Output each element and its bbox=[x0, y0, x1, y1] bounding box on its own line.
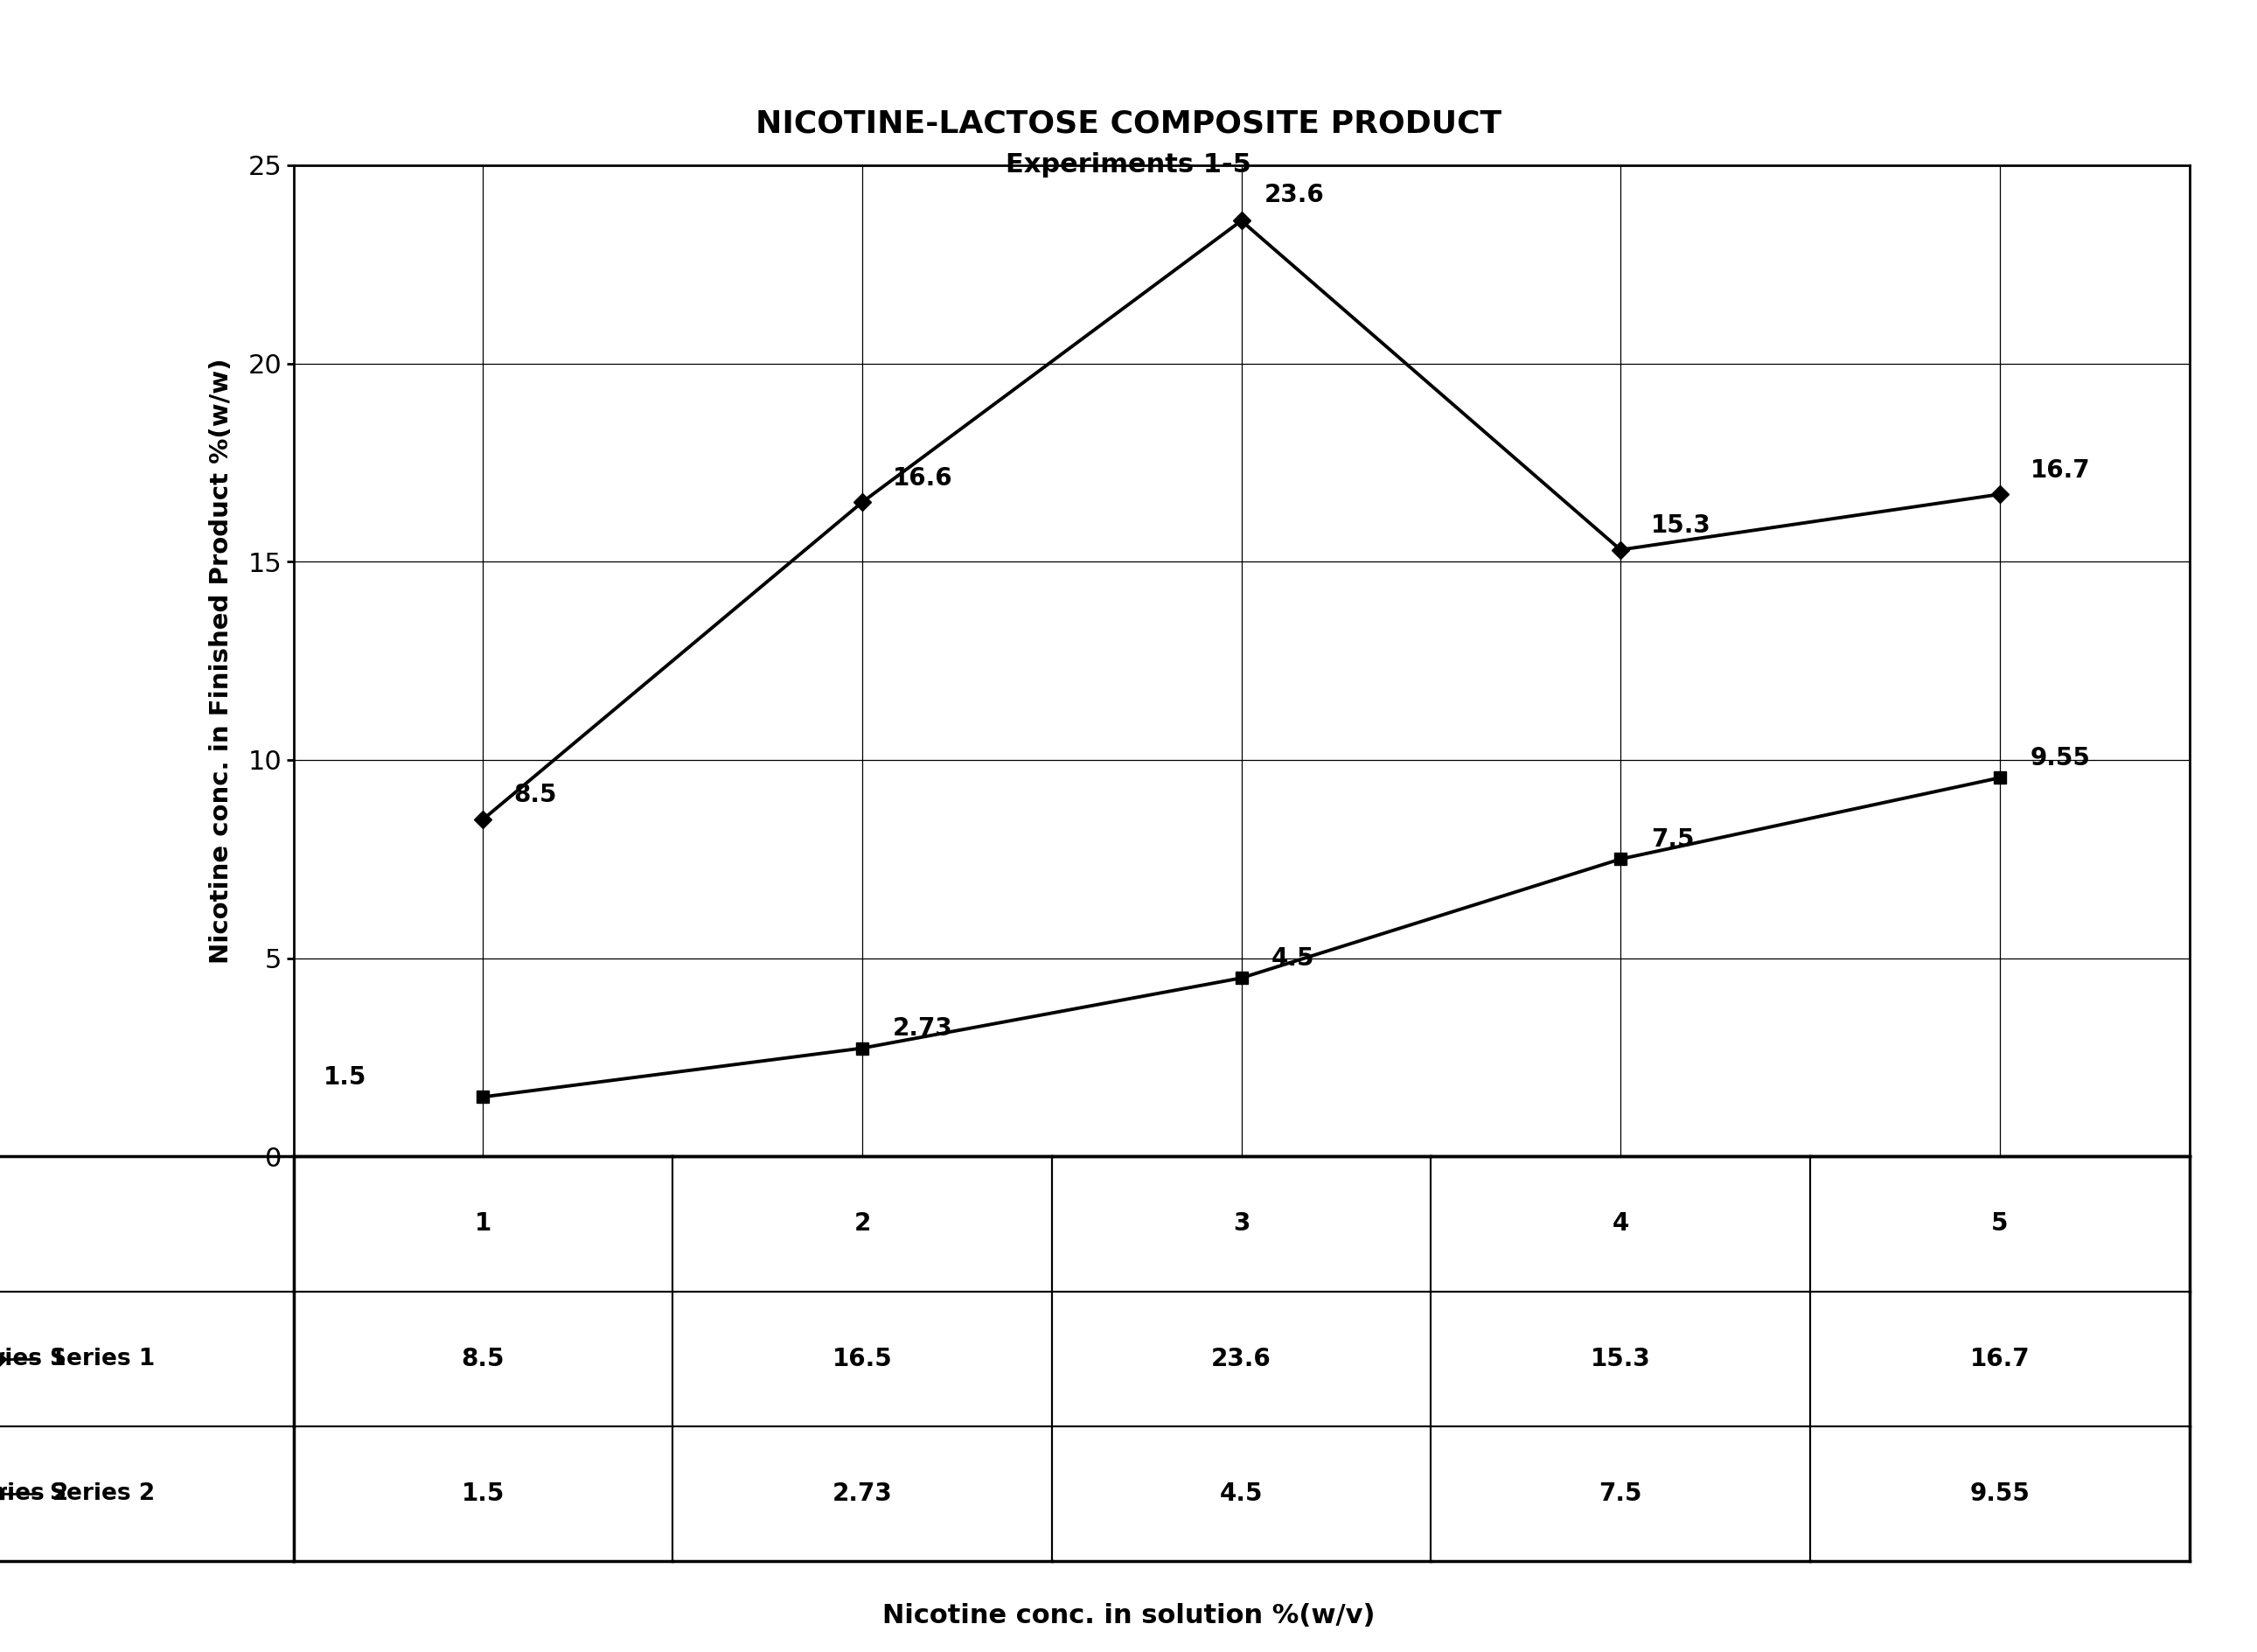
Text: 8.5: 8.5 bbox=[512, 783, 557, 808]
Text: 1.5: 1.5 bbox=[460, 1482, 506, 1507]
Text: 16.7: 16.7 bbox=[1970, 1346, 2029, 1371]
Text: 1.5: 1.5 bbox=[323, 1066, 368, 1090]
Text: Series 2: Series 2 bbox=[50, 1482, 156, 1505]
Text: 9.55: 9.55 bbox=[1970, 1482, 2029, 1507]
Text: 15.3: 15.3 bbox=[1650, 514, 1711, 539]
Text: Experiments 1-5: Experiments 1-5 bbox=[1007, 152, 1250, 178]
Text: 4.5: 4.5 bbox=[1219, 1482, 1264, 1507]
Text: Nicotine conc. in solution %(w/v): Nicotine conc. in solution %(w/v) bbox=[882, 1602, 1375, 1629]
Text: 23.6: 23.6 bbox=[1264, 182, 1325, 206]
Text: Series 1: Series 1 bbox=[50, 1348, 156, 1370]
Y-axis label: Nicotine conc. in Finished Product %(w/w): Nicotine conc. in Finished Product %(w/w… bbox=[210, 358, 232, 963]
Text: ■  Series 2: ■ Series 2 bbox=[0, 1482, 68, 1505]
Text: 2: 2 bbox=[853, 1211, 871, 1236]
Text: 16.7: 16.7 bbox=[2029, 458, 2090, 482]
Text: 7.5: 7.5 bbox=[1598, 1482, 1643, 1507]
Text: 16.5: 16.5 bbox=[833, 1346, 892, 1371]
Text: 4.5: 4.5 bbox=[1271, 947, 1316, 971]
Text: 2.73: 2.73 bbox=[892, 1016, 952, 1041]
Text: 3: 3 bbox=[1232, 1211, 1250, 1236]
Text: 2.73: 2.73 bbox=[833, 1482, 892, 1507]
Text: →  Series 1: → Series 1 bbox=[0, 1348, 65, 1370]
Text: 1: 1 bbox=[474, 1211, 492, 1236]
Text: 16.6: 16.6 bbox=[892, 466, 952, 491]
Text: 4: 4 bbox=[1611, 1211, 1630, 1236]
Text: 7.5: 7.5 bbox=[1650, 828, 1695, 852]
Text: 9.55: 9.55 bbox=[2029, 747, 2090, 770]
Text: 15.3: 15.3 bbox=[1591, 1346, 1650, 1371]
Text: 5: 5 bbox=[1991, 1211, 2009, 1236]
Text: NICOTINE-LACTOSE COMPOSITE PRODUCT: NICOTINE-LACTOSE COMPOSITE PRODUCT bbox=[756, 109, 1501, 139]
Text: 8.5: 8.5 bbox=[460, 1346, 506, 1371]
Text: 23.6: 23.6 bbox=[1212, 1346, 1271, 1371]
